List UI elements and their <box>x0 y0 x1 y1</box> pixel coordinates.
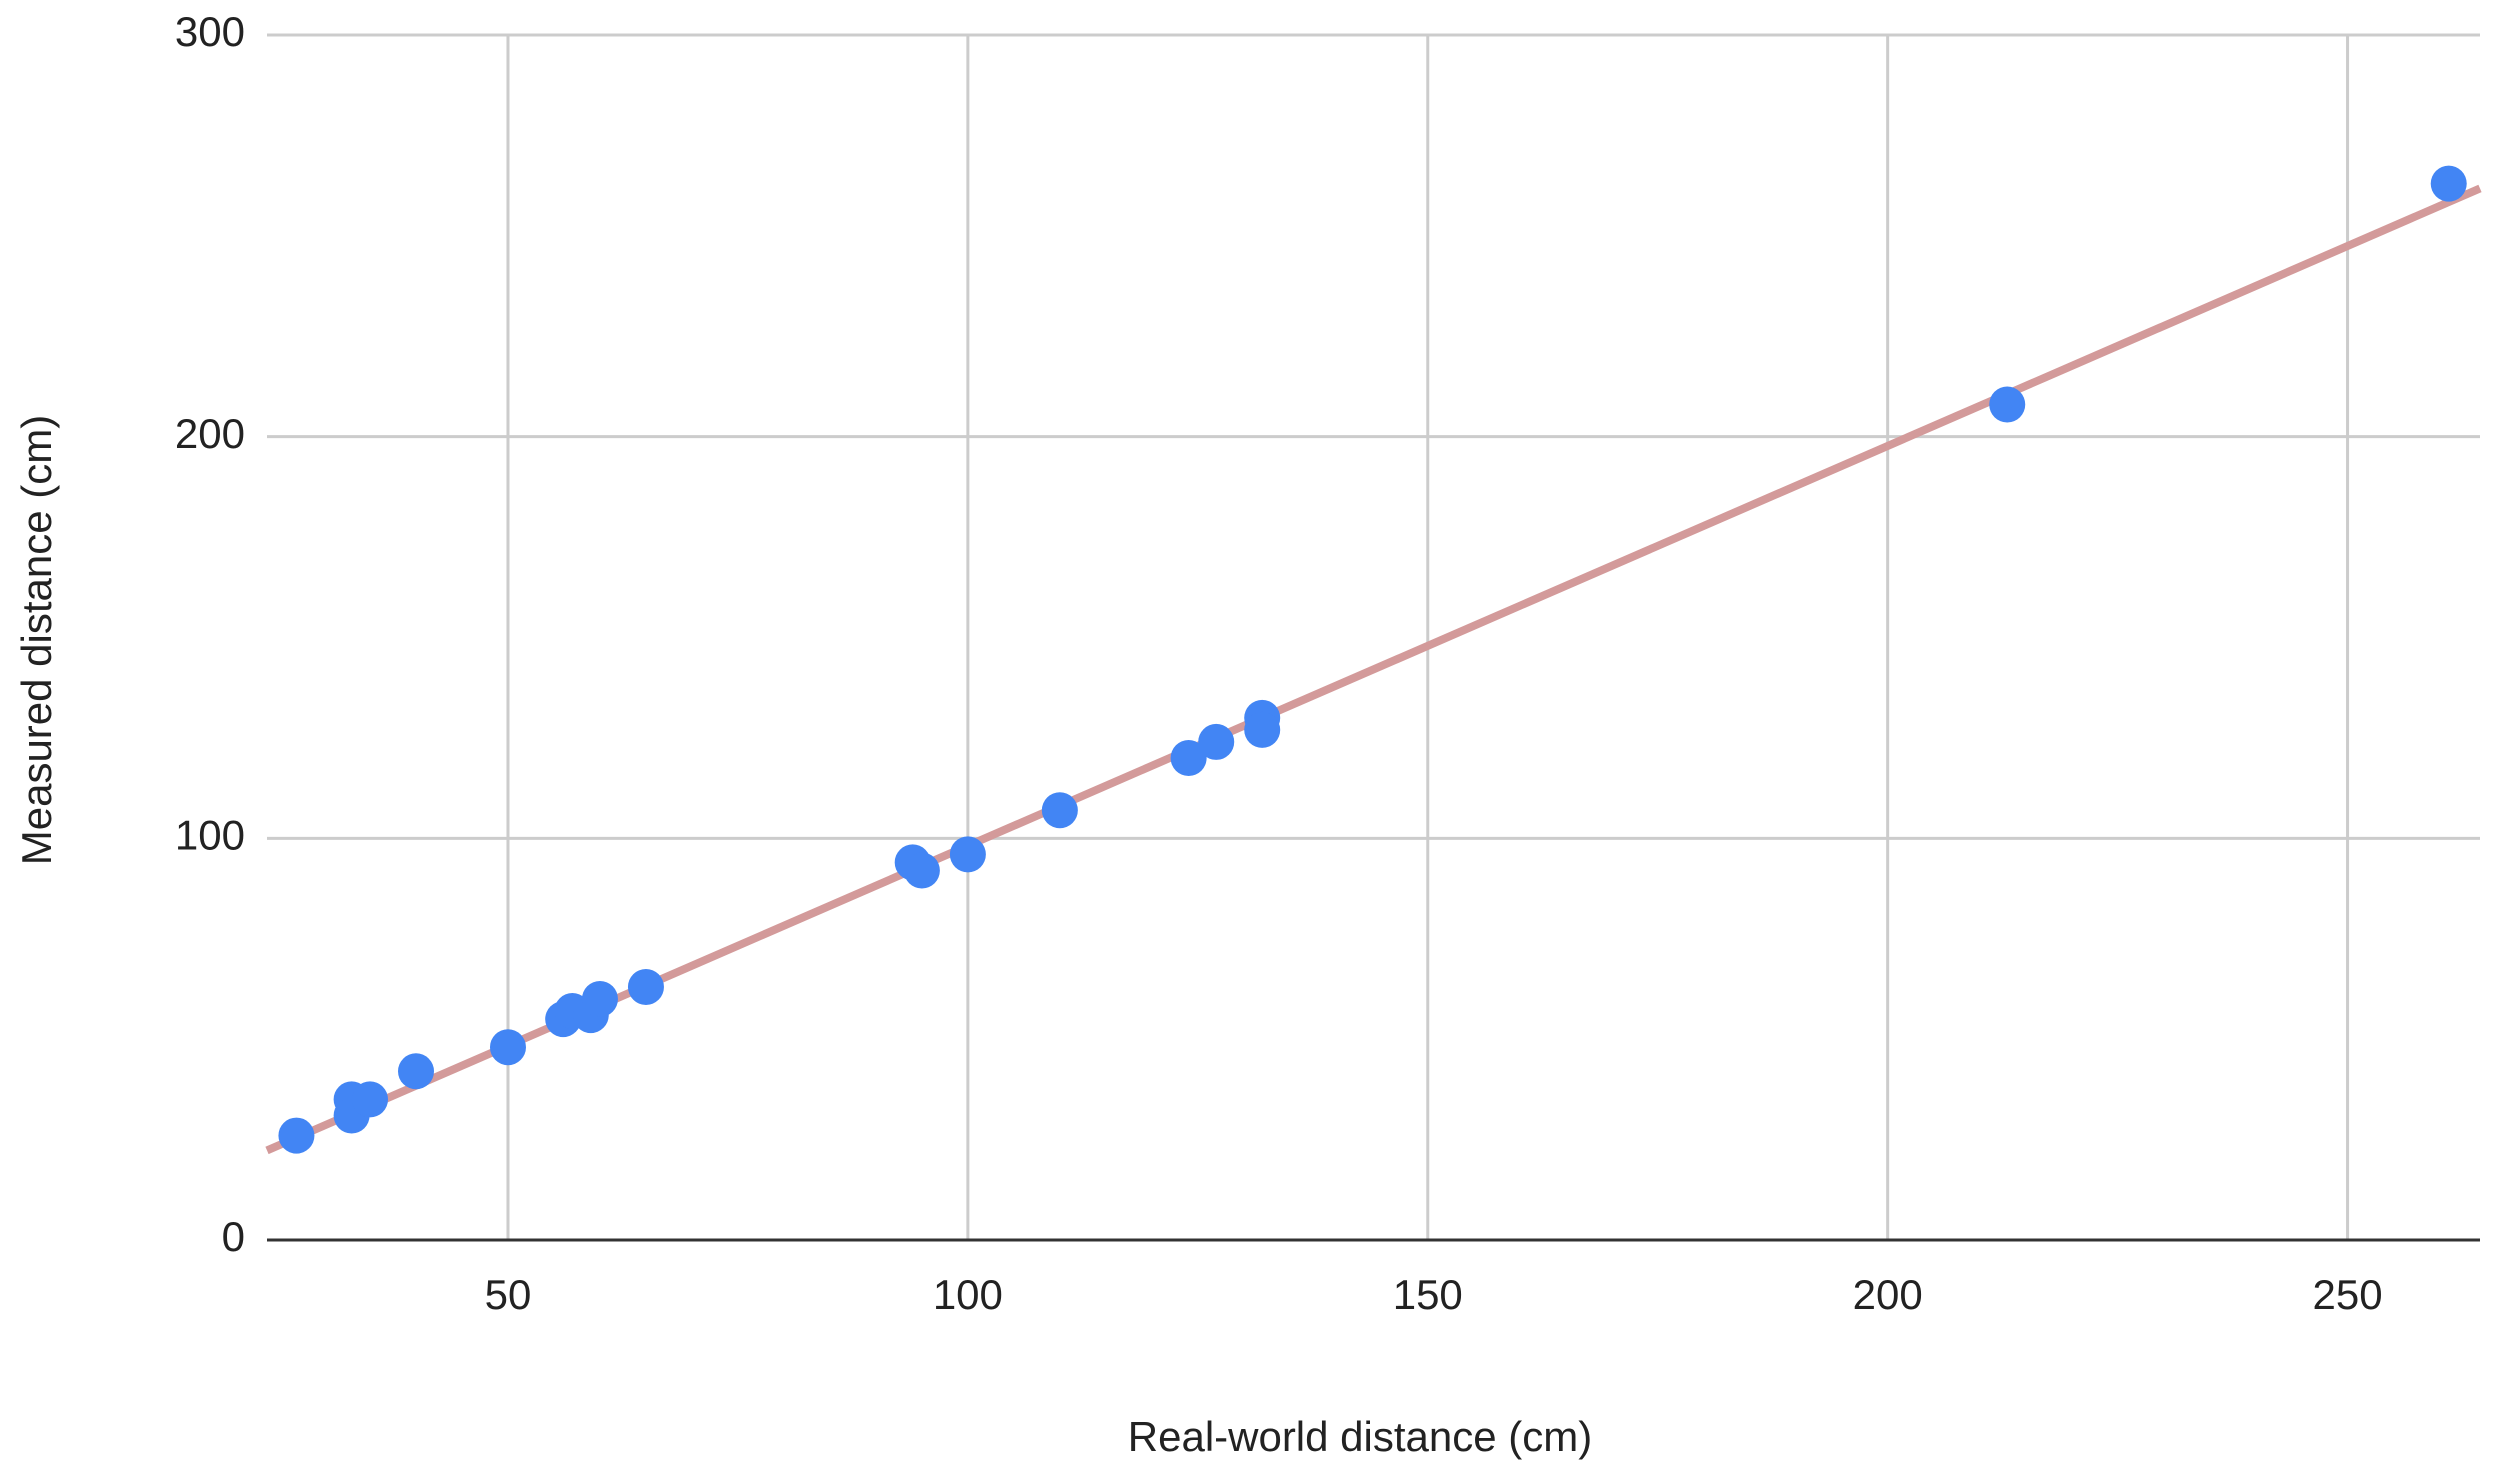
y-tick-label: 100 <box>175 811 245 858</box>
x-tick-label: 50 <box>485 1271 532 1318</box>
point <box>2430 165 2467 202</box>
point <box>278 1117 315 1154</box>
x-tick-label: 250 <box>2313 1271 2383 1318</box>
x-tick-label: 150 <box>1393 1271 1463 1318</box>
point <box>1170 740 1207 776</box>
x-tick-label: 100 <box>933 1271 1003 1318</box>
point <box>398 1053 435 1090</box>
point <box>949 836 986 873</box>
point <box>581 981 618 1017</box>
point <box>352 1081 389 1118</box>
point <box>627 968 664 1005</box>
y-tick-label: 0 <box>222 1213 245 1260</box>
y-tick-label: 300 <box>175 8 245 55</box>
point <box>1989 386 2026 423</box>
point <box>489 1029 526 1066</box>
point <box>903 852 940 889</box>
point <box>1244 711 1281 748</box>
x-tick-label: 200 <box>1853 1271 1923 1318</box>
point <box>1198 723 1235 760</box>
y-tick-label: 200 <box>175 410 245 457</box>
x-axis-label: Real-world distance (cm) <box>1128 1413 1592 1460</box>
y-axis-label: Measured distance (cm) <box>13 415 60 866</box>
point <box>1041 792 1078 829</box>
